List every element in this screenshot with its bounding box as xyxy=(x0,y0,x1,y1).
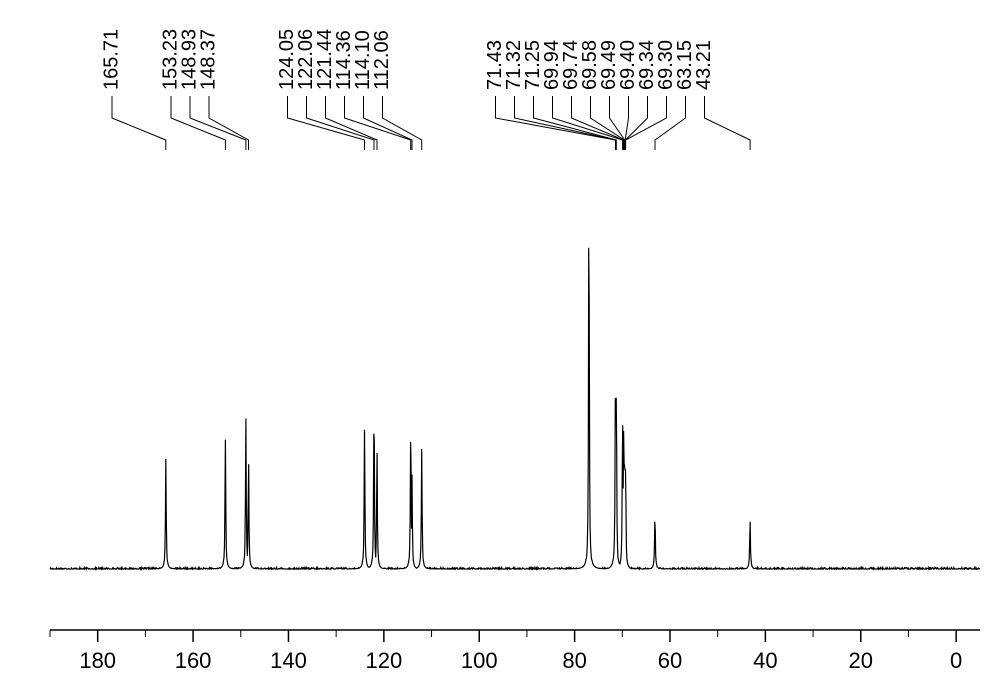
spectrum-trace xyxy=(50,248,980,569)
peak-label: 148.37 xyxy=(197,29,219,90)
peak-label-connector xyxy=(515,96,617,150)
peak-label: 43.21 xyxy=(693,40,715,90)
x-tick-label: 40 xyxy=(753,648,777,673)
x-tick-label: 20 xyxy=(849,648,873,673)
peak-label-connector xyxy=(209,96,249,150)
x-tick-label: 0 xyxy=(950,648,962,673)
x-tick-label: 80 xyxy=(562,648,586,673)
peak-label-connector xyxy=(655,96,686,150)
peak-label-connector xyxy=(326,96,378,150)
x-tick-label: 140 xyxy=(270,648,307,673)
peak-label-connector xyxy=(705,96,751,150)
peak-label-text: 148.37 xyxy=(197,29,219,90)
peak-label-connector xyxy=(626,96,667,150)
peak-label-connector xyxy=(383,96,422,150)
x-tick-label: 160 xyxy=(175,648,212,673)
nmr-spectrum-chart: 020406080100120140160180165.71153.23148.… xyxy=(0,0,1000,697)
x-tick-label: 60 xyxy=(658,648,682,673)
peak-label-connector xyxy=(553,96,623,150)
peak-label-text: 112.06 xyxy=(371,30,393,90)
peak-label: 112.06 xyxy=(371,30,393,90)
peak-label-text: 165.71 xyxy=(100,29,122,90)
peak-label-connector xyxy=(112,96,166,150)
peak-label-connector xyxy=(534,96,617,150)
x-tick-label: 180 xyxy=(79,648,116,673)
peak-label-connector xyxy=(364,96,413,150)
x-tick-label: 120 xyxy=(365,648,402,673)
peak-label: 165.71 xyxy=(100,29,122,90)
peak-label-connector xyxy=(345,96,411,150)
peak-label-connector xyxy=(591,96,625,150)
peak-label-text: 43.21 xyxy=(693,40,715,90)
x-tick-label: 100 xyxy=(461,648,498,673)
